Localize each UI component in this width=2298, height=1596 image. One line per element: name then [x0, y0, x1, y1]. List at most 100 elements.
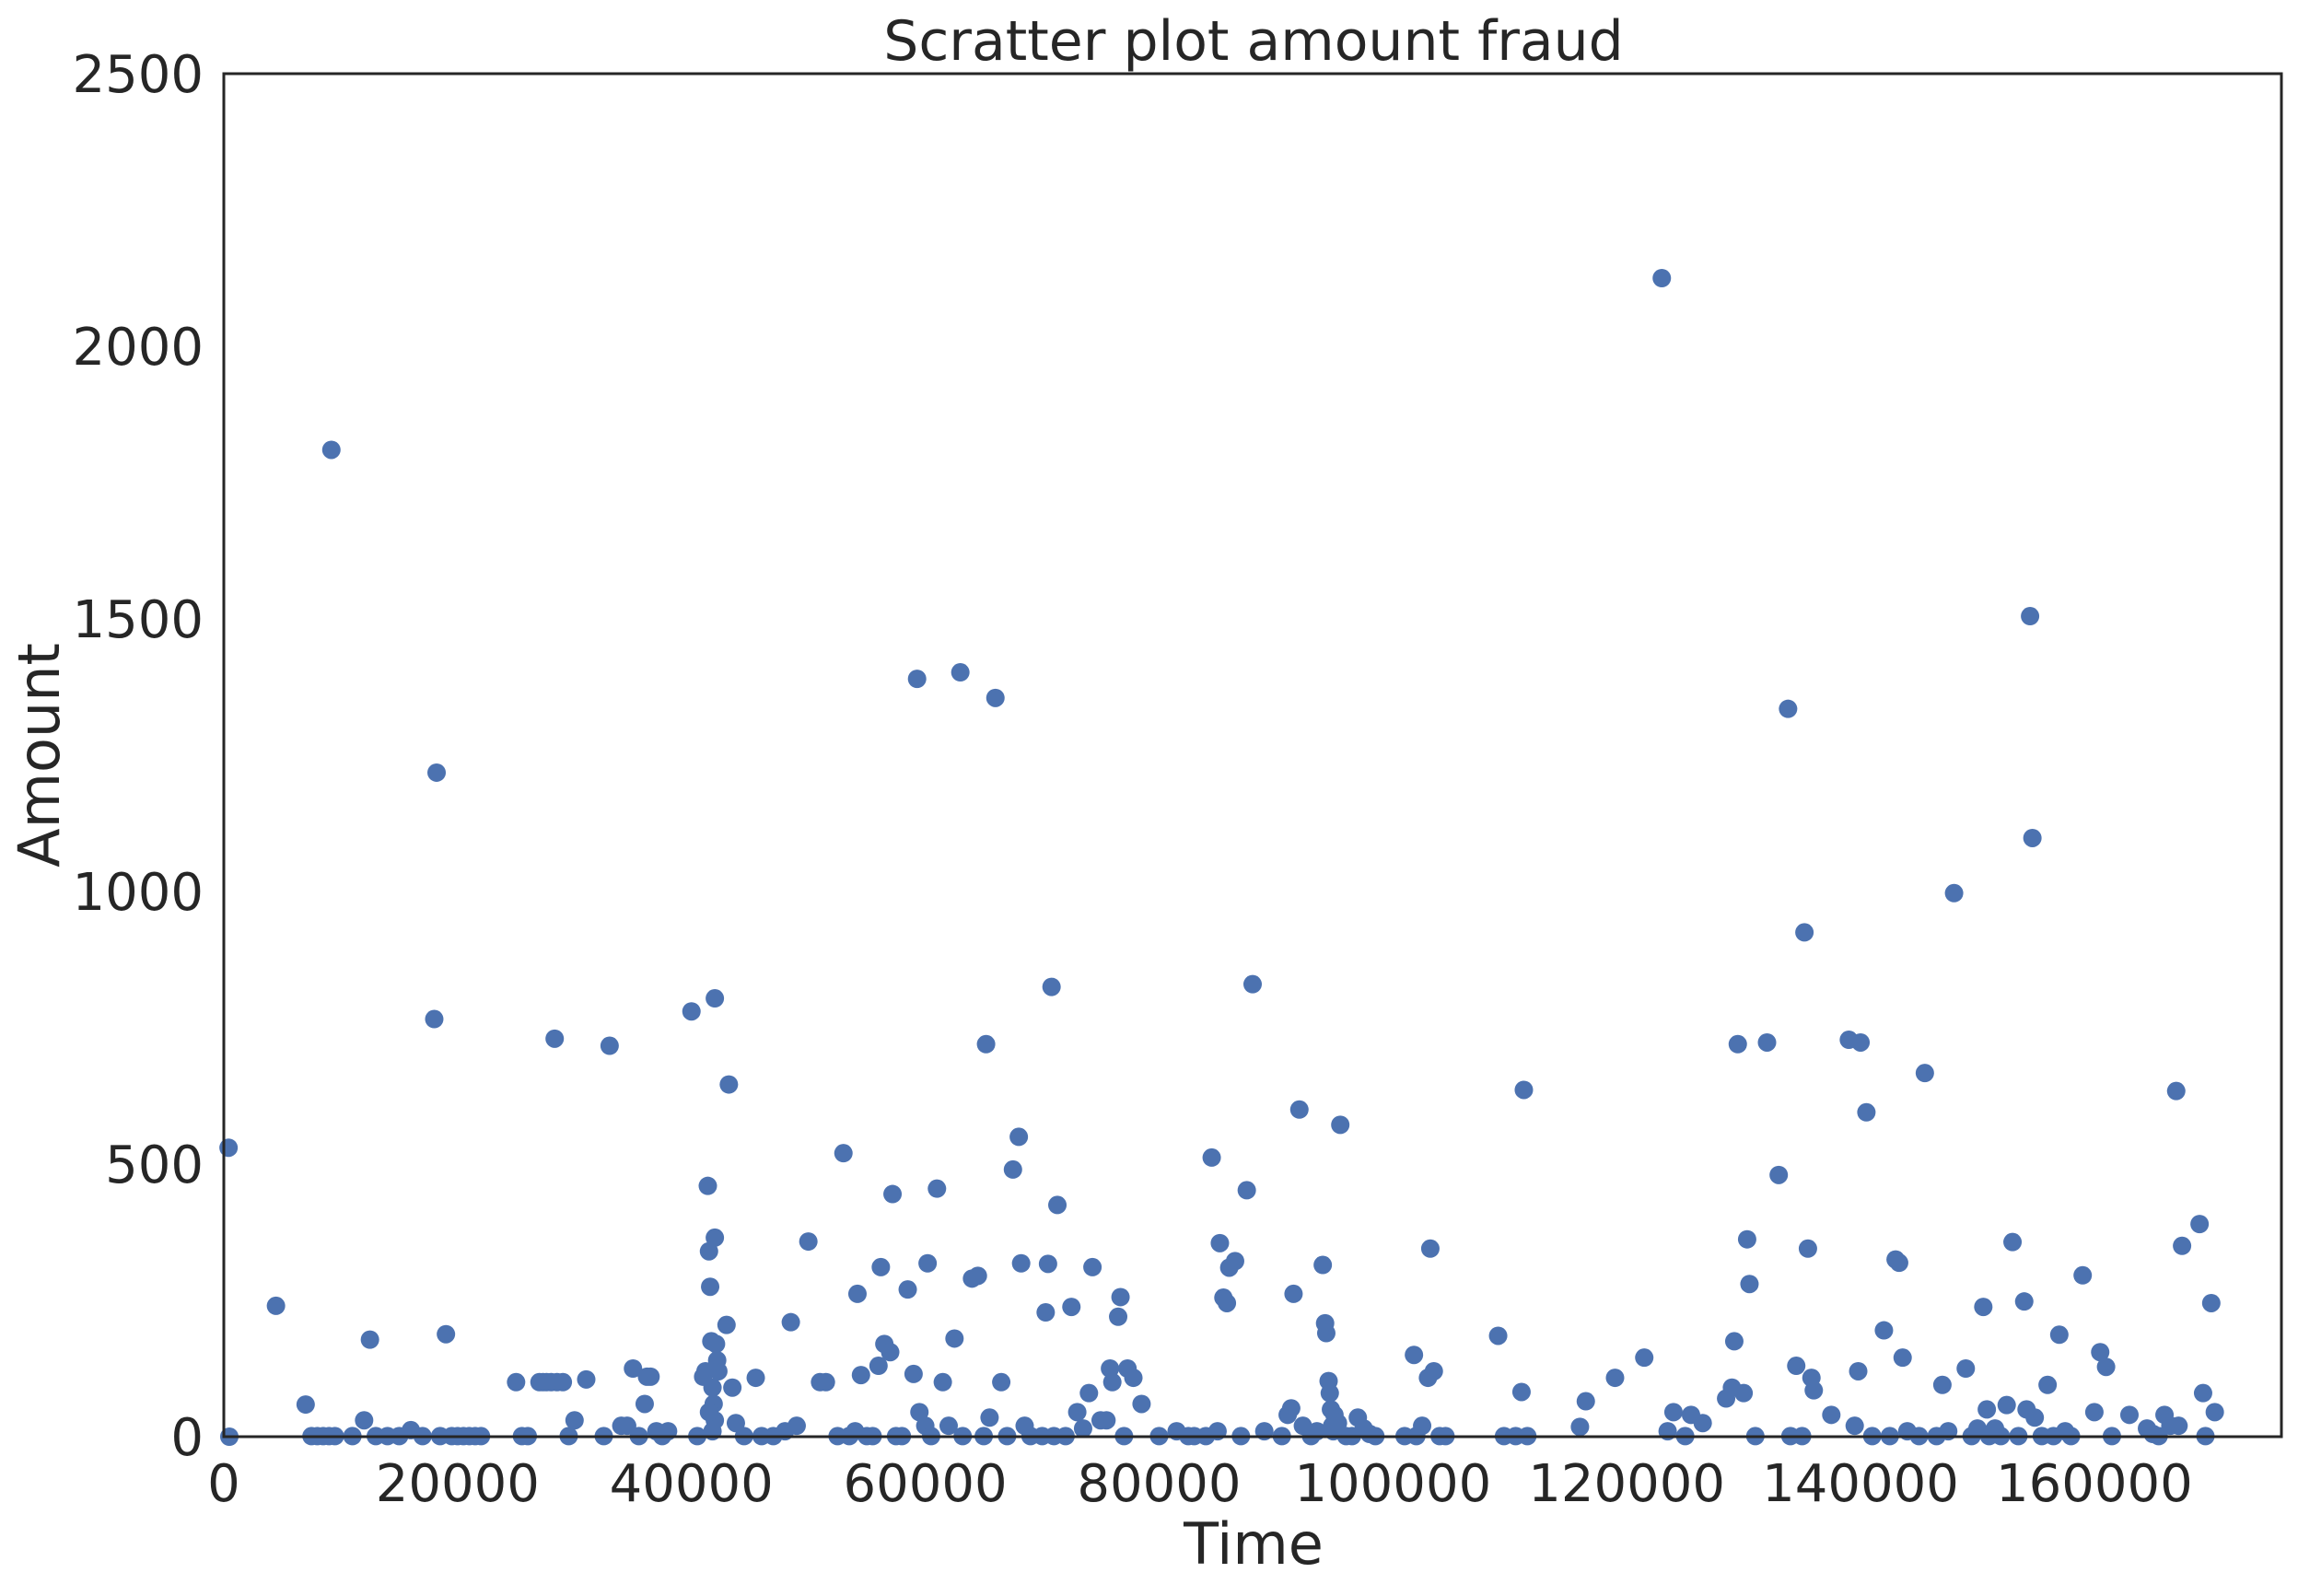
y-axis-label: Amount: [6, 643, 73, 868]
data-point: [2205, 1403, 2224, 1422]
data-point: [1101, 1359, 1120, 1378]
data-point: [951, 663, 970, 682]
data-point: [1576, 1392, 1595, 1411]
x-tick-label: 0: [207, 1454, 240, 1514]
data-point: [746, 1369, 765, 1388]
data-point: [898, 1280, 917, 1299]
data-point: [927, 1179, 947, 1198]
data-point: [1893, 1348, 1912, 1368]
data-point: [2193, 1383, 2212, 1403]
data-point: [834, 1144, 853, 1163]
data-points: [219, 269, 2224, 1446]
data-point: [847, 1284, 867, 1303]
data-point: [706, 989, 725, 1008]
data-point: [425, 1009, 444, 1029]
data-point: [1243, 974, 1262, 994]
data-point: [1488, 1326, 1508, 1346]
data-point: [266, 1296, 286, 1315]
data-point: [2119, 1405, 2139, 1425]
data-point: [1038, 1254, 1057, 1274]
data-point: [2049, 1325, 2069, 1345]
data-point: [986, 688, 1005, 707]
data-point: [2091, 1343, 2110, 1362]
data-point: [1048, 1195, 1067, 1215]
data-point: [1663, 1403, 1683, 1422]
x-axis-ticks: 0 20000 40000 60000 80000 100000 120000 140000 1…: [207, 1454, 2193, 1514]
data-point: [881, 1343, 900, 1362]
data-point: [1067, 1403, 1087, 1422]
data-point: [1289, 1100, 1309, 1119]
data-point: [2073, 1265, 2093, 1285]
data-point: [904, 1364, 923, 1383]
data-point: [355, 1411, 374, 1430]
data-point: [1652, 269, 1672, 287]
data-point: [1997, 1395, 2016, 1415]
data-point: [360, 1330, 379, 1349]
data-point: [2084, 1403, 2104, 1422]
data-point: [1944, 883, 1964, 903]
data-point: [2023, 828, 2042, 847]
data-point: [717, 1315, 736, 1334]
data-point: [1737, 1229, 1756, 1249]
data-point: [1724, 1332, 1744, 1351]
data-point: [1849, 1361, 1868, 1380]
data-point: [437, 1324, 456, 1344]
data-point: [1102, 1372, 1122, 1392]
data-point: [939, 1416, 958, 1436]
data-point: [1073, 1419, 1092, 1439]
data-point: [2173, 1236, 2192, 1255]
data-point: [1036, 1303, 1056, 1322]
data-point: [980, 1408, 999, 1427]
data-point: [1218, 1293, 1237, 1312]
data-point: [1728, 1034, 1747, 1054]
data-point: [1977, 1400, 1997, 1419]
data-point: [1822, 1405, 1841, 1425]
data-point: [1132, 1394, 1151, 1414]
data-point: [787, 1416, 806, 1436]
data-point: [945, 1329, 964, 1348]
data-point: [781, 1312, 800, 1332]
data-point: [708, 1361, 728, 1380]
data-point: [2166, 1081, 2186, 1101]
data-point: [1779, 699, 1798, 718]
data-point: [1331, 1115, 1350, 1135]
data-point: [1874, 1321, 1894, 1340]
data-point: [427, 763, 447, 782]
data-point: [1932, 1375, 1952, 1394]
data-point: [545, 1029, 565, 1048]
data-point: [1804, 1380, 1824, 1400]
data-point: [1413, 1416, 1432, 1436]
data-point: [1757, 1032, 1777, 1052]
data-point: [1798, 1239, 1817, 1258]
data-point: [1795, 923, 1814, 942]
y-axis-ticks: 0 500 1000 1500 2000 2500: [72, 45, 204, 1468]
data-point: [1693, 1414, 1712, 1433]
y-tick-label: 500: [105, 1136, 204, 1195]
x-tick-label: 80000: [1077, 1454, 1241, 1514]
x-tick-label: 140000: [1762, 1454, 1959, 1514]
data-point: [1225, 1252, 1244, 1271]
data-point: [1111, 1287, 1130, 1307]
data-point: [507, 1372, 526, 1392]
data-point: [992, 1372, 1011, 1392]
y-tick-label: 2000: [72, 318, 204, 378]
data-point: [1889, 1253, 1908, 1273]
data-point: [1787, 1357, 1806, 1376]
data-point: [1514, 1080, 1534, 1100]
data-point: [851, 1366, 870, 1385]
data-point: [1202, 1147, 1221, 1167]
plot-frame: [222, 72, 2283, 1439]
data-point: [703, 1378, 722, 1397]
data-point: [1605, 1369, 1625, 1388]
data-point: [641, 1367, 660, 1386]
data-point: [1424, 1361, 1443, 1380]
data-point: [1062, 1298, 1081, 1317]
data-point: [554, 1372, 573, 1392]
y-tick-label: 0: [170, 1408, 204, 1468]
data-point: [799, 1232, 818, 1252]
data-point: [907, 670, 927, 689]
data-point: [976, 1034, 996, 1054]
x-tick-label: 100000: [1294, 1454, 1491, 1514]
